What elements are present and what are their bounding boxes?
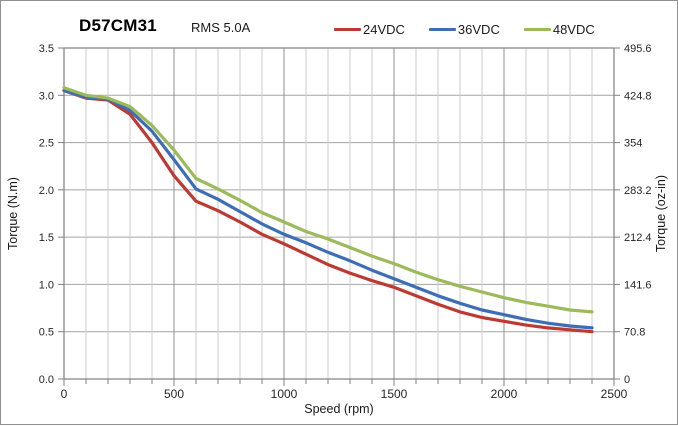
chart-header: D57CM31 RMS 5.0A 24VDC 36VDC 48VDC <box>1 1 678 41</box>
series-line-48vdc <box>62 86 594 314</box>
legend-item-48vdc: 48VDC <box>523 22 595 37</box>
x-tick-label: 1500 <box>381 387 408 401</box>
y-right-tick-label: 354 <box>624 138 642 150</box>
chart-subtitle: RMS 5.0A <box>191 20 251 35</box>
series-line-36vdc <box>62 88 594 330</box>
series-lines <box>62 86 594 334</box>
gridlines <box>64 48 614 379</box>
y-right-axis-title: Torque (oz-in) <box>654 175 668 252</box>
y-left-tick-label: 2.0 <box>39 185 54 197</box>
y-right-tick-label: 495.6 <box>624 43 652 55</box>
x-tick-label: 500 <box>164 387 184 401</box>
x-axis-title: Speed (rpm) <box>304 402 373 416</box>
legend-label-24vdc: 24VDC <box>363 22 405 37</box>
y-left-tick-label: 3.5 <box>39 43 54 55</box>
y-right-tick-label: 424.8 <box>624 90 652 102</box>
chart-legend: 24VDC 36VDC 48VDC <box>334 22 595 37</box>
y-left-tick-label: 0.5 <box>39 327 54 339</box>
y-left-tick-label: 1.5 <box>39 232 54 244</box>
y-left-tick-label: 3.0 <box>39 90 54 102</box>
y-left-tick-label: 0.0 <box>39 374 54 386</box>
axes <box>58 47 620 386</box>
tick-labels: 0.0 0.5 1.0 1.5 2.0 2.5 3.0 3.5 0 70.8 141.6 212.4 2… <box>39 43 652 401</box>
x-tick-label: 2500 <box>601 387 628 401</box>
legend-line-swatch-48vdc-icon <box>523 27 551 32</box>
plot-border <box>63 47 615 380</box>
y-left-tick-label: 2.5 <box>39 138 54 150</box>
y-left-tick-label: 1.0 <box>39 279 54 291</box>
y-right-tick-label: 212.4 <box>624 232 652 244</box>
legend-label-48vdc: 48VDC <box>552 22 595 37</box>
legend-label-36vdc: 36VDC <box>457 22 500 37</box>
x-tick-label: 1000 <box>271 387 298 401</box>
series-line-24vdc <box>62 88 594 334</box>
y-right-tick-label: 0 <box>624 374 630 386</box>
legend-item-36vdc: 36VDC <box>428 22 500 37</box>
x-tick-label: 0 <box>61 387 68 401</box>
legend-line-swatch-36vdc-icon <box>428 27 456 32</box>
chart-title: D57CM31 <box>79 16 157 35</box>
y-left-axis-title: Torque (N.m) <box>6 177 20 250</box>
y-right-tick-label: 141.6 <box>624 279 652 291</box>
y-right-tick-label: 70.8 <box>624 327 645 339</box>
legend-line-swatch-24vdc-icon <box>334 27 361 32</box>
legend-item-24vdc: 24VDC <box>334 22 405 37</box>
x-tick-label: 2000 <box>491 387 518 401</box>
y-right-tick-label: 283.2 <box>624 185 652 197</box>
